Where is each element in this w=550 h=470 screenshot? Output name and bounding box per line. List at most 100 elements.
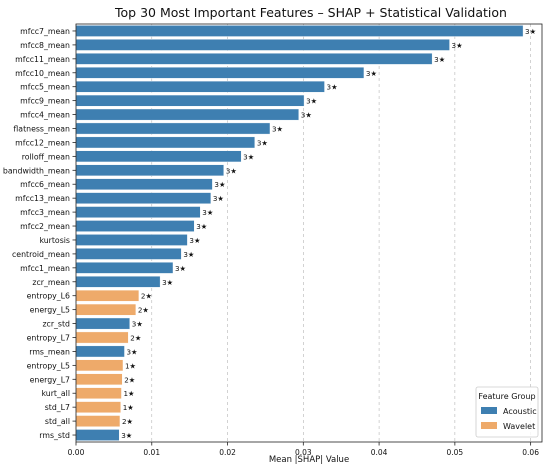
- y-tick-label: rolloff_mean: [22, 152, 70, 161]
- bar-annotation: 3★: [189, 236, 200, 245]
- y-tick-label: mfcc4_mean: [20, 111, 70, 120]
- legend-label-acoustic: Acoustic: [503, 407, 537, 416]
- bar-annotation: 1★: [123, 403, 134, 412]
- bar: [75, 289, 140, 302]
- bar: [75, 345, 125, 358]
- x-tick-label: 0.05: [447, 448, 464, 457]
- bar: [75, 401, 121, 413]
- chart-title: Top 30 Most Important Features – SHAP + …: [114, 5, 507, 20]
- bar-annotation: 3★: [126, 347, 137, 356]
- bar-annotation: 2★: [138, 306, 149, 315]
- legend: Feature Group Acoustic Wavelet: [475, 386, 539, 438]
- bar: [75, 387, 122, 400]
- bar: [75, 262, 174, 274]
- bar: [75, 429, 120, 441]
- y-tick-label: mfcc6_mean: [20, 180, 70, 189]
- bar: [75, 39, 450, 51]
- y-tick-label: flatness_mean: [13, 125, 70, 134]
- bar-annotation: 1★: [123, 389, 134, 398]
- bar-annotation: 3★: [213, 194, 224, 203]
- y-tick-label: entropy_L5: [27, 361, 70, 370]
- bar-annotation: 3★: [132, 320, 143, 329]
- bar: [75, 359, 124, 372]
- plot-frame: [75, 23, 543, 443]
- y-tick-label: mfcc1_mean: [20, 264, 70, 273]
- bar-annotation: 3★: [366, 69, 377, 78]
- y-tick-label: kurt_all: [42, 389, 71, 398]
- y-tick-label: std_L7: [45, 403, 70, 412]
- y-tick-label: mfcc8_mean: [20, 41, 70, 50]
- bar: [75, 122, 271, 135]
- bar: [75, 192, 212, 204]
- y-tick-label: std_all: [45, 417, 70, 426]
- y-tick-label: zcr_mean: [32, 278, 70, 287]
- bar: [75, 234, 188, 246]
- bar-annotation: 2★: [130, 334, 141, 343]
- x-tick-label: 0.00: [68, 448, 85, 457]
- bar: [75, 331, 129, 344]
- x-axis-label: Mean |SHAP| Value: [269, 455, 349, 465]
- y-tick-label: mfcc3_mean: [20, 208, 70, 217]
- bar: [75, 373, 123, 386]
- bar: [75, 150, 242, 163]
- bar-annotation: 3★: [226, 166, 237, 175]
- bar: [75, 80, 325, 93]
- bar-annotation: 3★: [183, 250, 194, 259]
- y-tick-label: mfcc2_mean: [20, 222, 70, 231]
- bar: [75, 275, 161, 288]
- y-tick-label: entropy_L7: [27, 334, 70, 343]
- y-tick-label: mfcc9_mean: [20, 97, 70, 106]
- bar-annotation: 3★: [243, 152, 254, 161]
- bar-annotation: 3★: [272, 125, 283, 134]
- bar-annotation: 3★: [525, 27, 536, 36]
- bar: [75, 136, 256, 149]
- bar-annotation: 2★: [122, 417, 133, 426]
- legend-swatch-wavelet: [481, 422, 497, 429]
- x-tick-label: 0.02: [219, 448, 236, 457]
- legend-label-wavelet: Wavelet: [503, 422, 535, 431]
- y-tick-label: rms_mean: [29, 347, 70, 356]
- y-tick-label: mfcc11_mean: [15, 55, 70, 64]
- y-tick-label: energy_L5: [30, 306, 70, 315]
- bar: [75, 206, 201, 218]
- bar-annotation: 1★: [125, 361, 136, 370]
- y-tick-label: rms_std: [39, 431, 70, 440]
- y-tick-label: mfcc12_mean: [15, 138, 70, 147]
- y-tick-labels: mfcc7_mean mfcc8_mean mfcc11_mean mfcc10_me…: [3, 27, 76, 440]
- bar: [75, 53, 433, 65]
- y-tick-label: mfcc13_mean: [15, 194, 70, 203]
- bar-annotation: 3★: [327, 83, 338, 92]
- bar: [75, 108, 299, 121]
- x-tick-label: 0.03: [295, 448, 312, 457]
- bar: [75, 66, 365, 79]
- bar: [75, 178, 213, 191]
- legend-title: Feature Group: [478, 392, 535, 401]
- bar: [75, 415, 121, 427]
- x-tick-label: 0.04: [371, 448, 388, 457]
- bar-annotation: 3★: [257, 138, 268, 147]
- bar-annotation: 3★: [452, 41, 463, 50]
- bar: [75, 25, 524, 37]
- bar-annotation: 3★: [306, 97, 317, 106]
- bar: [75, 303, 137, 316]
- y-tick-label: entropy_L6: [27, 292, 70, 301]
- bar-annotation: 3★: [214, 180, 225, 189]
- bar: [75, 317, 130, 330]
- bar: [75, 164, 224, 177]
- bar-annotation: 3★: [162, 278, 173, 287]
- bar-annotation: 3★: [301, 111, 312, 120]
- y-tick-label: mfcc5_mean: [20, 83, 70, 92]
- bar-annotation: 3★: [434, 55, 445, 64]
- x-tick-label: 0.06: [522, 448, 539, 457]
- x-ticks: 0.00 0.01 0.02 0.03 0.04 0.05 0.06: [68, 442, 539, 457]
- bars: [75, 25, 524, 441]
- bar-annotation: 3★: [196, 222, 207, 231]
- y-tick-label: zcr_std: [42, 320, 70, 329]
- bar-annotations: 3★3★3★3★3★3★3★3★3★3★3★3★3★3★3★3★3★3★3★2★…: [121, 27, 536, 440]
- bar-annotation: 3★: [175, 264, 186, 273]
- y-tick-label: kurtosis: [39, 236, 70, 245]
- bar-annotation: 2★: [124, 375, 135, 384]
- y-tick-label: mfcc10_mean: [15, 69, 70, 78]
- bar: [75, 248, 182, 260]
- bar-annotation: 2★: [141, 292, 152, 301]
